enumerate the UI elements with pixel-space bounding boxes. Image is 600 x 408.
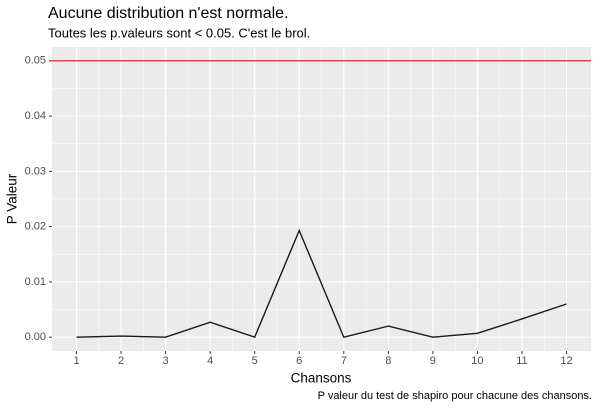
x-axis-label: Chansons (291, 371, 352, 386)
y-tick-label: 0.05 (25, 55, 46, 67)
x-tick-label: 5 (252, 355, 258, 367)
x-tick-label: 11 (516, 355, 527, 367)
x-tick-label: 1 (73, 355, 79, 367)
y-axis-label: P Valeur (5, 173, 20, 224)
x-tick-label: 2 (118, 355, 124, 367)
x-tick-label: 12 (560, 355, 572, 367)
chart-title: Aucune distribution n'est normale. (48, 5, 289, 22)
x-tick-label: 6 (296, 355, 302, 367)
x-tick-label: 8 (385, 355, 391, 367)
y-tick-label: 0.03 (25, 165, 46, 177)
y-tick-label: 0.00 (25, 331, 46, 343)
x-tick-label: 9 (430, 355, 436, 367)
y-tick-label: 0.01 (25, 276, 46, 288)
x-tick-label: 3 (163, 355, 169, 367)
chart-subtitle: Toutes les p.valeurs sont < 0.05. C'est … (48, 25, 310, 40)
x-tick-label: 4 (207, 355, 213, 367)
y-tick-label: 0.04 (25, 110, 46, 122)
y-tick-label: 0.02 (25, 221, 46, 233)
caption: P valeur du test de shapiro pour chacune… (318, 390, 592, 402)
data-line (76, 228, 567, 339)
x-tick-label: 10 (471, 355, 483, 367)
x-tick-label: 7 (341, 355, 347, 367)
